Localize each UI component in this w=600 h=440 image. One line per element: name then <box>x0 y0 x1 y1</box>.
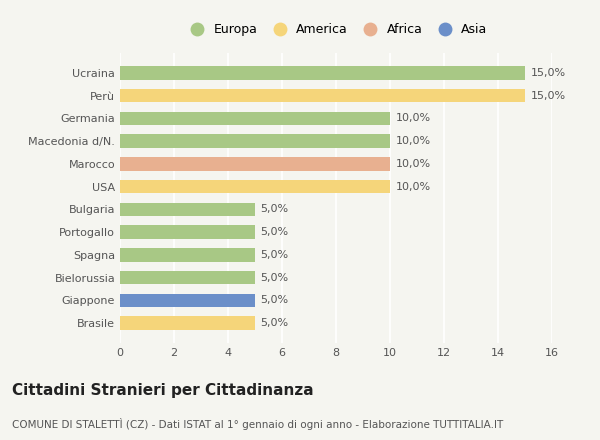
Bar <box>120 293 255 307</box>
Text: 15,0%: 15,0% <box>530 68 566 78</box>
Text: 5,0%: 5,0% <box>260 204 289 214</box>
Bar <box>120 316 255 330</box>
Text: 10,0%: 10,0% <box>395 114 431 123</box>
Bar <box>120 157 390 171</box>
Bar <box>120 66 525 80</box>
Bar <box>120 180 390 194</box>
Text: 5,0%: 5,0% <box>260 227 289 237</box>
Text: 5,0%: 5,0% <box>260 250 289 260</box>
Bar <box>120 271 255 285</box>
Bar <box>120 225 255 239</box>
Text: 5,0%: 5,0% <box>260 318 289 328</box>
Text: 5,0%: 5,0% <box>260 295 289 305</box>
Text: COMUNE DI STALETTÌ (CZ) - Dati ISTAT al 1° gennaio di ogni anno - Elaborazione T: COMUNE DI STALETTÌ (CZ) - Dati ISTAT al … <box>12 418 503 430</box>
Text: 10,0%: 10,0% <box>395 136 431 146</box>
Bar <box>120 248 255 262</box>
Bar <box>120 134 390 148</box>
Text: 15,0%: 15,0% <box>530 91 566 101</box>
Legend: Europa, America, Africa, Asia: Europa, America, Africa, Asia <box>179 18 493 41</box>
Text: 10,0%: 10,0% <box>395 182 431 192</box>
Bar <box>120 202 255 216</box>
Text: Cittadini Stranieri per Cittadinanza: Cittadini Stranieri per Cittadinanza <box>12 383 314 398</box>
Bar <box>120 111 390 125</box>
Bar <box>120 89 525 103</box>
Text: 5,0%: 5,0% <box>260 273 289 282</box>
Text: 10,0%: 10,0% <box>395 159 431 169</box>
